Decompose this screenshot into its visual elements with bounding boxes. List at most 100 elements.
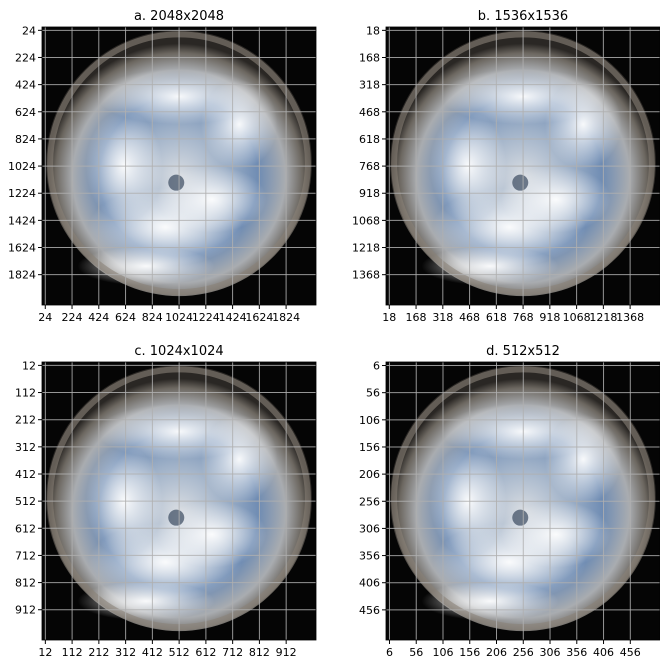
y-tick-label: 1224 xyxy=(8,187,36,200)
x-tick-label: 312 xyxy=(115,646,136,656)
y-tick-label: 456 xyxy=(359,604,380,617)
x-tick-label: 824 xyxy=(142,311,163,324)
y-tick-label: 106 xyxy=(359,414,380,427)
y-tick-label: 712 xyxy=(15,549,36,562)
x-tick-label: 356 xyxy=(566,646,587,656)
x-tick-label: 1218 xyxy=(589,311,617,324)
x-tick-label: 18 xyxy=(382,311,396,324)
x-tick-label: 306 xyxy=(540,646,561,656)
cloud xyxy=(501,501,611,568)
cloud xyxy=(157,501,267,568)
y-tick-label: 12 xyxy=(22,359,36,372)
y-tick-label: 1624 xyxy=(8,242,36,255)
y-tick-label: 412 xyxy=(15,468,36,481)
y-tick-label: 318 xyxy=(359,79,380,92)
cloud xyxy=(157,166,267,233)
y-tick-label: 1824 xyxy=(8,269,36,282)
x-tick-label: 712 xyxy=(222,646,243,656)
x-tick-label: 56 xyxy=(409,646,423,656)
sun-spot xyxy=(168,509,185,526)
y-tick-label: 56 xyxy=(366,387,380,400)
x-tick-label: 212 xyxy=(88,646,109,656)
x-tick-label: 512 xyxy=(169,646,190,656)
x-tick-label: 206 xyxy=(486,646,507,656)
axes-frame xyxy=(385,361,660,641)
x-tick-label: 12 xyxy=(38,646,52,656)
x-tick-label: 1624 xyxy=(245,311,273,324)
y-tick-label: 224 xyxy=(15,51,36,64)
y-tick-label: 156 xyxy=(359,441,380,454)
axes-frame xyxy=(41,26,317,306)
x-tick-label: 412 xyxy=(142,646,163,656)
y-tick-label: 812 xyxy=(15,577,36,590)
cloud xyxy=(544,79,622,169)
sun-spot xyxy=(512,174,529,191)
subplot-title: d. 512x512 xyxy=(486,344,560,359)
y-tick-label: 6 xyxy=(373,360,380,373)
axes-frame xyxy=(41,361,317,641)
subplot: d. 512x512 6 56 106 156 206 256 306 356 406 456 6 56… xyxy=(359,344,660,656)
cloud xyxy=(200,79,278,169)
cloud xyxy=(501,166,611,233)
subplot-title: a. 2048x2048 xyxy=(134,9,224,24)
y-tick-label: 468 xyxy=(359,106,380,119)
y-tick-label: 612 xyxy=(15,522,36,535)
y-tick-label: 306 xyxy=(359,522,380,535)
y-tick-label: 206 xyxy=(359,468,380,481)
x-tick-label: 6 xyxy=(386,646,393,656)
x-tick-label: 768 xyxy=(513,311,534,324)
x-tick-label: 112 xyxy=(62,646,83,656)
x-tick-label: 918 xyxy=(539,311,560,324)
sun-spot xyxy=(512,509,529,526)
x-tick-label: 1024 xyxy=(165,311,193,324)
x-tick-label: 456 xyxy=(620,646,641,656)
y-tick-label: 624 xyxy=(15,106,36,119)
y-tick-label: 1368 xyxy=(352,269,380,282)
y-tick-label: 1068 xyxy=(352,214,380,227)
y-tick-label: 512 xyxy=(15,495,36,508)
sun-spot xyxy=(168,174,185,191)
y-tick-label: 1024 xyxy=(8,160,36,173)
subplot-title: c. 1024x1024 xyxy=(134,344,223,359)
y-tick-label: 212 xyxy=(15,414,36,427)
y-tick-label: 24 xyxy=(22,24,36,37)
x-tick-label: 1424 xyxy=(219,311,247,324)
x-tick-label: 318 xyxy=(432,311,453,324)
axes-frame xyxy=(385,26,660,306)
x-tick-label: 168 xyxy=(406,311,427,324)
x-tick-label: 1224 xyxy=(192,311,220,324)
y-tick-label: 918 xyxy=(359,187,380,200)
cloud xyxy=(544,414,622,504)
x-tick-label: 812 xyxy=(249,646,270,656)
y-tick-label: 256 xyxy=(359,495,380,508)
cloud xyxy=(200,414,278,504)
x-tick-label: 624 xyxy=(115,311,136,324)
x-tick-label: 24 xyxy=(38,311,52,324)
y-tick-label: 112 xyxy=(15,387,36,400)
y-tick-label: 618 xyxy=(359,133,380,146)
x-tick-label: 1368 xyxy=(616,311,644,324)
y-tick-label: 1218 xyxy=(352,242,380,255)
y-tick-label: 1424 xyxy=(8,214,36,227)
y-tick-label: 424 xyxy=(15,79,36,92)
subplot-title: b. 1536x1536 xyxy=(478,9,568,24)
subplot: c. 1024x1024 12 112 212 312 412 512 612 712 812 91… xyxy=(15,344,317,656)
x-tick-label: 1824 xyxy=(272,311,300,324)
y-tick-label: 824 xyxy=(15,133,36,146)
y-tick-label: 356 xyxy=(359,550,380,563)
y-tick-label: 406 xyxy=(359,577,380,590)
x-tick-label: 1068 xyxy=(563,311,591,324)
y-tick-label: 768 xyxy=(359,160,380,173)
x-tick-label: 612 xyxy=(195,646,216,656)
x-tick-label: 468 xyxy=(459,311,480,324)
x-tick-label: 424 xyxy=(88,311,109,324)
y-tick-label: 312 xyxy=(15,441,36,454)
x-tick-label: 224 xyxy=(62,311,83,324)
x-tick-label: 156 xyxy=(459,646,480,656)
x-tick-label: 106 xyxy=(432,646,453,656)
y-tick-label: 168 xyxy=(359,51,380,64)
x-tick-label: 618 xyxy=(486,311,507,324)
x-tick-label: 256 xyxy=(513,646,534,656)
